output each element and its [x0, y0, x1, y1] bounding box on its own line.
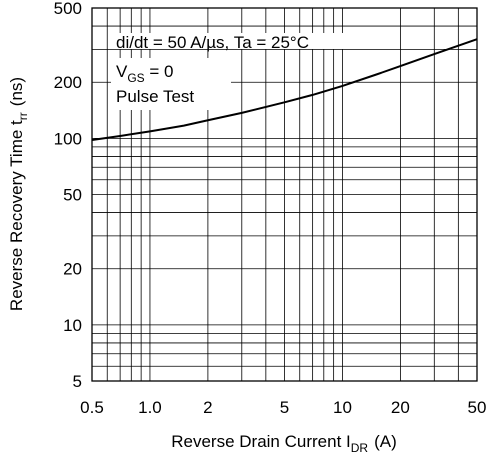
annotation-line: di/dt = 50 A/µs, Ta = 25°C	[116, 33, 309, 52]
y-tick-label: 20	[63, 260, 82, 279]
x-tick-label: 0.5	[80, 398, 104, 417]
y-tick-label: 200	[54, 73, 82, 92]
annotation-line: VGS = 0	[116, 62, 174, 85]
trr-curve	[91, 38, 478, 141]
x-tick-label: 10	[333, 398, 352, 417]
plot-frame	[91, 7, 478, 382]
annotation-line: Pulse Test	[116, 87, 194, 106]
y-tick-label: 500	[54, 0, 82, 18]
y-tick-label: 5	[73, 372, 82, 391]
x-tick-label: 50	[468, 398, 487, 417]
x-axis-title-sub: DR	[351, 441, 369, 455]
x-tick-label: 1.0	[138, 398, 162, 417]
y-tick-label: 100	[54, 129, 82, 148]
x-tick-label: 5	[280, 398, 289, 417]
annotation-mask	[111, 58, 231, 110]
x-axis-title: Reverse Drain Current IDR (A)	[171, 432, 397, 455]
y-axis-title-sub: rr	[16, 112, 30, 120]
y-tick-label: 10	[63, 316, 82, 335]
y-axis-title: Reverse Recovery Time trr (ns)	[7, 77, 30, 311]
tick-labels: 0.5 1.0 2 5 10 20 50 5 10 20 50 100 200 500	[54, 0, 487, 417]
annotation-block: di/dt = 50 A/µs, Ta = 25°C VGS = 0 Pulse T…	[111, 33, 355, 110]
y-axis-title-unit: (ns)	[7, 77, 26, 106]
x-tick-label: 2	[203, 398, 212, 417]
annotation-mask	[111, 33, 355, 49]
y-axis-title-main: Reverse Recovery Time t	[7, 120, 26, 311]
x-axis-title-main: Reverse Drain Current I	[171, 432, 351, 451]
y-tick-label: 50	[63, 186, 82, 205]
x-tick-label: 20	[391, 398, 410, 417]
x-axis-title-unit: (A)	[374, 432, 397, 451]
